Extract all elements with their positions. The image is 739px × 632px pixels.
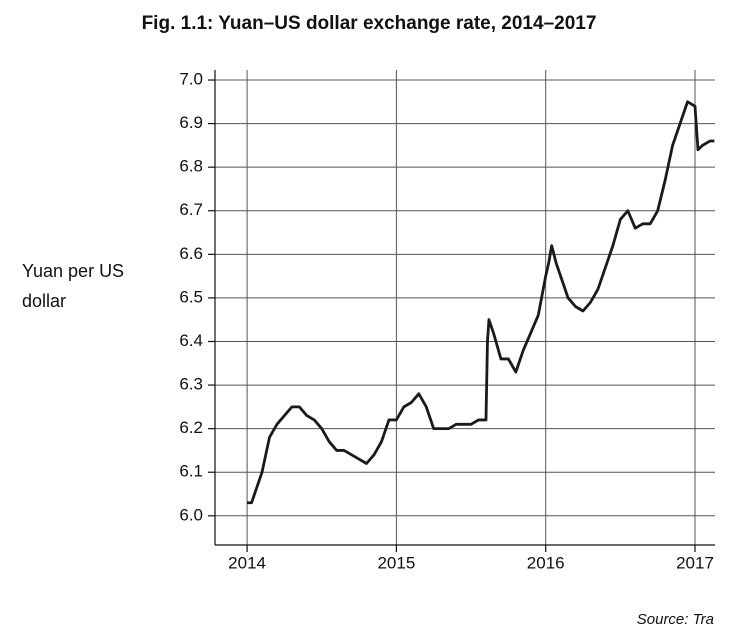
chart-title: Fig. 1.1: Yuan–US dollar exchange rate, … bbox=[142, 13, 597, 34]
x-tick-label: 2016 bbox=[527, 553, 565, 572]
y-tick-label: 6.4 bbox=[179, 331, 203, 350]
y-tick-label: 6.0 bbox=[179, 505, 203, 524]
y-axis-label: Yuan per US dollar bbox=[22, 261, 125, 311]
source: Source: Tra bbox=[637, 611, 714, 628]
y-tick-label: 6.2 bbox=[179, 418, 203, 437]
x-tick-label: 2017 bbox=[676, 553, 714, 572]
data-line bbox=[247, 100, 715, 505]
y-tick-label: 7.0 bbox=[179, 70, 203, 89]
y-tick-label: 6.5 bbox=[179, 287, 203, 306]
y-tick-label: 6.6 bbox=[179, 244, 203, 263]
x-tick-label: 2014 bbox=[228, 553, 266, 572]
x-tick-label: 2015 bbox=[377, 553, 415, 572]
y-tick-label: 6.7 bbox=[179, 200, 203, 219]
y-tick-label: 6.3 bbox=[179, 375, 203, 394]
y-tick-label: 6.1 bbox=[179, 462, 203, 481]
y-tick-label: 6.9 bbox=[179, 113, 203, 132]
y-tick-label: 6.8 bbox=[179, 157, 203, 176]
